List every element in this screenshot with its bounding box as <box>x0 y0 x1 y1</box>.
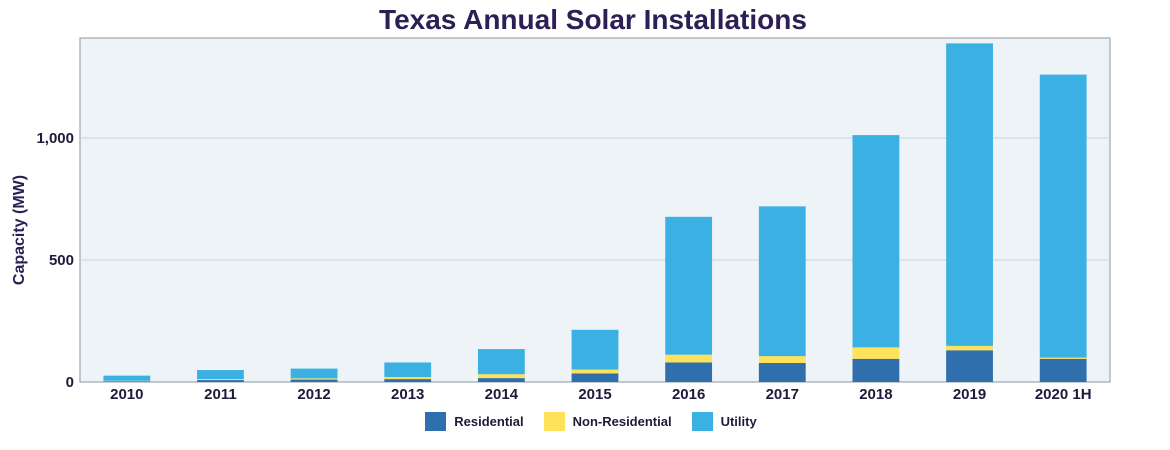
bar-utility-2015 <box>571 329 619 370</box>
x-tick-label: 2019 <box>953 386 986 403</box>
bar-residential-2010 <box>103 381 151 382</box>
x-tick-label: 2014 <box>485 386 519 403</box>
legend-label-non-residential: Non-Residential <box>572 414 672 429</box>
legend-item-residential: Residential <box>425 412 524 431</box>
x-tick-label: 2015 <box>578 386 611 403</box>
bar-residential-2014 <box>477 378 525 382</box>
legend-swatch-non-residential <box>543 412 565 431</box>
bar-non-residential-2020-1h <box>1039 357 1087 359</box>
x-tick-label: 2018 <box>859 386 892 403</box>
bar-residential-2015 <box>571 373 619 382</box>
bar-residential-2019 <box>946 350 993 382</box>
gridlines <box>80 137 1110 261</box>
bar-residential-2018 <box>852 358 900 382</box>
bar-utility-2013 <box>384 362 432 378</box>
bar-non-residential-2011 <box>197 379 244 381</box>
bar-non-residential-2018 <box>852 347 900 359</box>
bar-utility-2012 <box>290 368 338 379</box>
bar-residential-2020-1h <box>1039 358 1087 382</box>
bar-non-residential-2017 <box>758 356 806 363</box>
bar-residential-2012 <box>290 379 338 382</box>
bar-utility-2017 <box>758 206 806 357</box>
chart-title: Texas Annual Solar Installations <box>379 4 807 35</box>
bar-non-residential-2019 <box>946 345 993 351</box>
bar-non-residential-2016 <box>665 354 713 363</box>
y-tick-label: 500 <box>49 252 74 269</box>
bar-residential-2017 <box>758 362 806 382</box>
y-tick-labels: 0 500 1,000 <box>36 130 74 391</box>
bars <box>103 43 1087 382</box>
x-tick-label: 2016 <box>672 386 705 403</box>
bar-utility-2018 <box>852 135 900 348</box>
bar-utility-2016 <box>665 216 713 355</box>
x-tick-label: 2017 <box>766 386 799 403</box>
legend-swatch-utility <box>691 412 713 431</box>
y-tick-label: 0 <box>66 374 74 391</box>
bar-residential-2011 <box>197 380 244 382</box>
x-tick-label: 2020 1H <box>1035 386 1092 403</box>
y-tick-label: 1,000 <box>36 130 74 147</box>
legend-swatch-residential <box>425 412 447 431</box>
bar-residential-2013 <box>384 379 432 382</box>
x-tick-label: 2011 <box>204 386 237 403</box>
bar-utility-2019 <box>946 43 993 346</box>
x-tick-label: 2010 <box>110 386 143 403</box>
bar-residential-2016 <box>665 362 713 382</box>
bar-utility-2020-1h <box>1039 74 1087 358</box>
legend: Residential Non-Residential Utility <box>0 412 1170 431</box>
legend-label-utility: Utility <box>720 414 757 429</box>
plot-background <box>79 37 1111 383</box>
legend-item-non-residential: Non-Residential <box>543 412 672 431</box>
x-tick-labels: 2010 2011 2012 2013 2014 2015 2016 2017 2018 2019… <box>110 386 1091 403</box>
x-tick-label: 2012 <box>297 386 330 403</box>
bar-non-residential-2013 <box>384 377 432 380</box>
legend-label-residential: Residential <box>454 414 524 429</box>
y-axis-title: Capacity (MW) <box>11 175 28 285</box>
bar-non-residential-2014 <box>477 374 525 379</box>
bar-utility-2011 <box>197 370 244 380</box>
bar-utility-2014 <box>477 349 525 375</box>
bar-non-residential-2015 <box>571 369 619 374</box>
x-tick-label: 2013 <box>391 386 424 403</box>
bar-utility-2010 <box>103 375 151 381</box>
bar-non-residential-2012 <box>290 378 338 380</box>
legend-item-utility: Utility <box>691 412 757 431</box>
